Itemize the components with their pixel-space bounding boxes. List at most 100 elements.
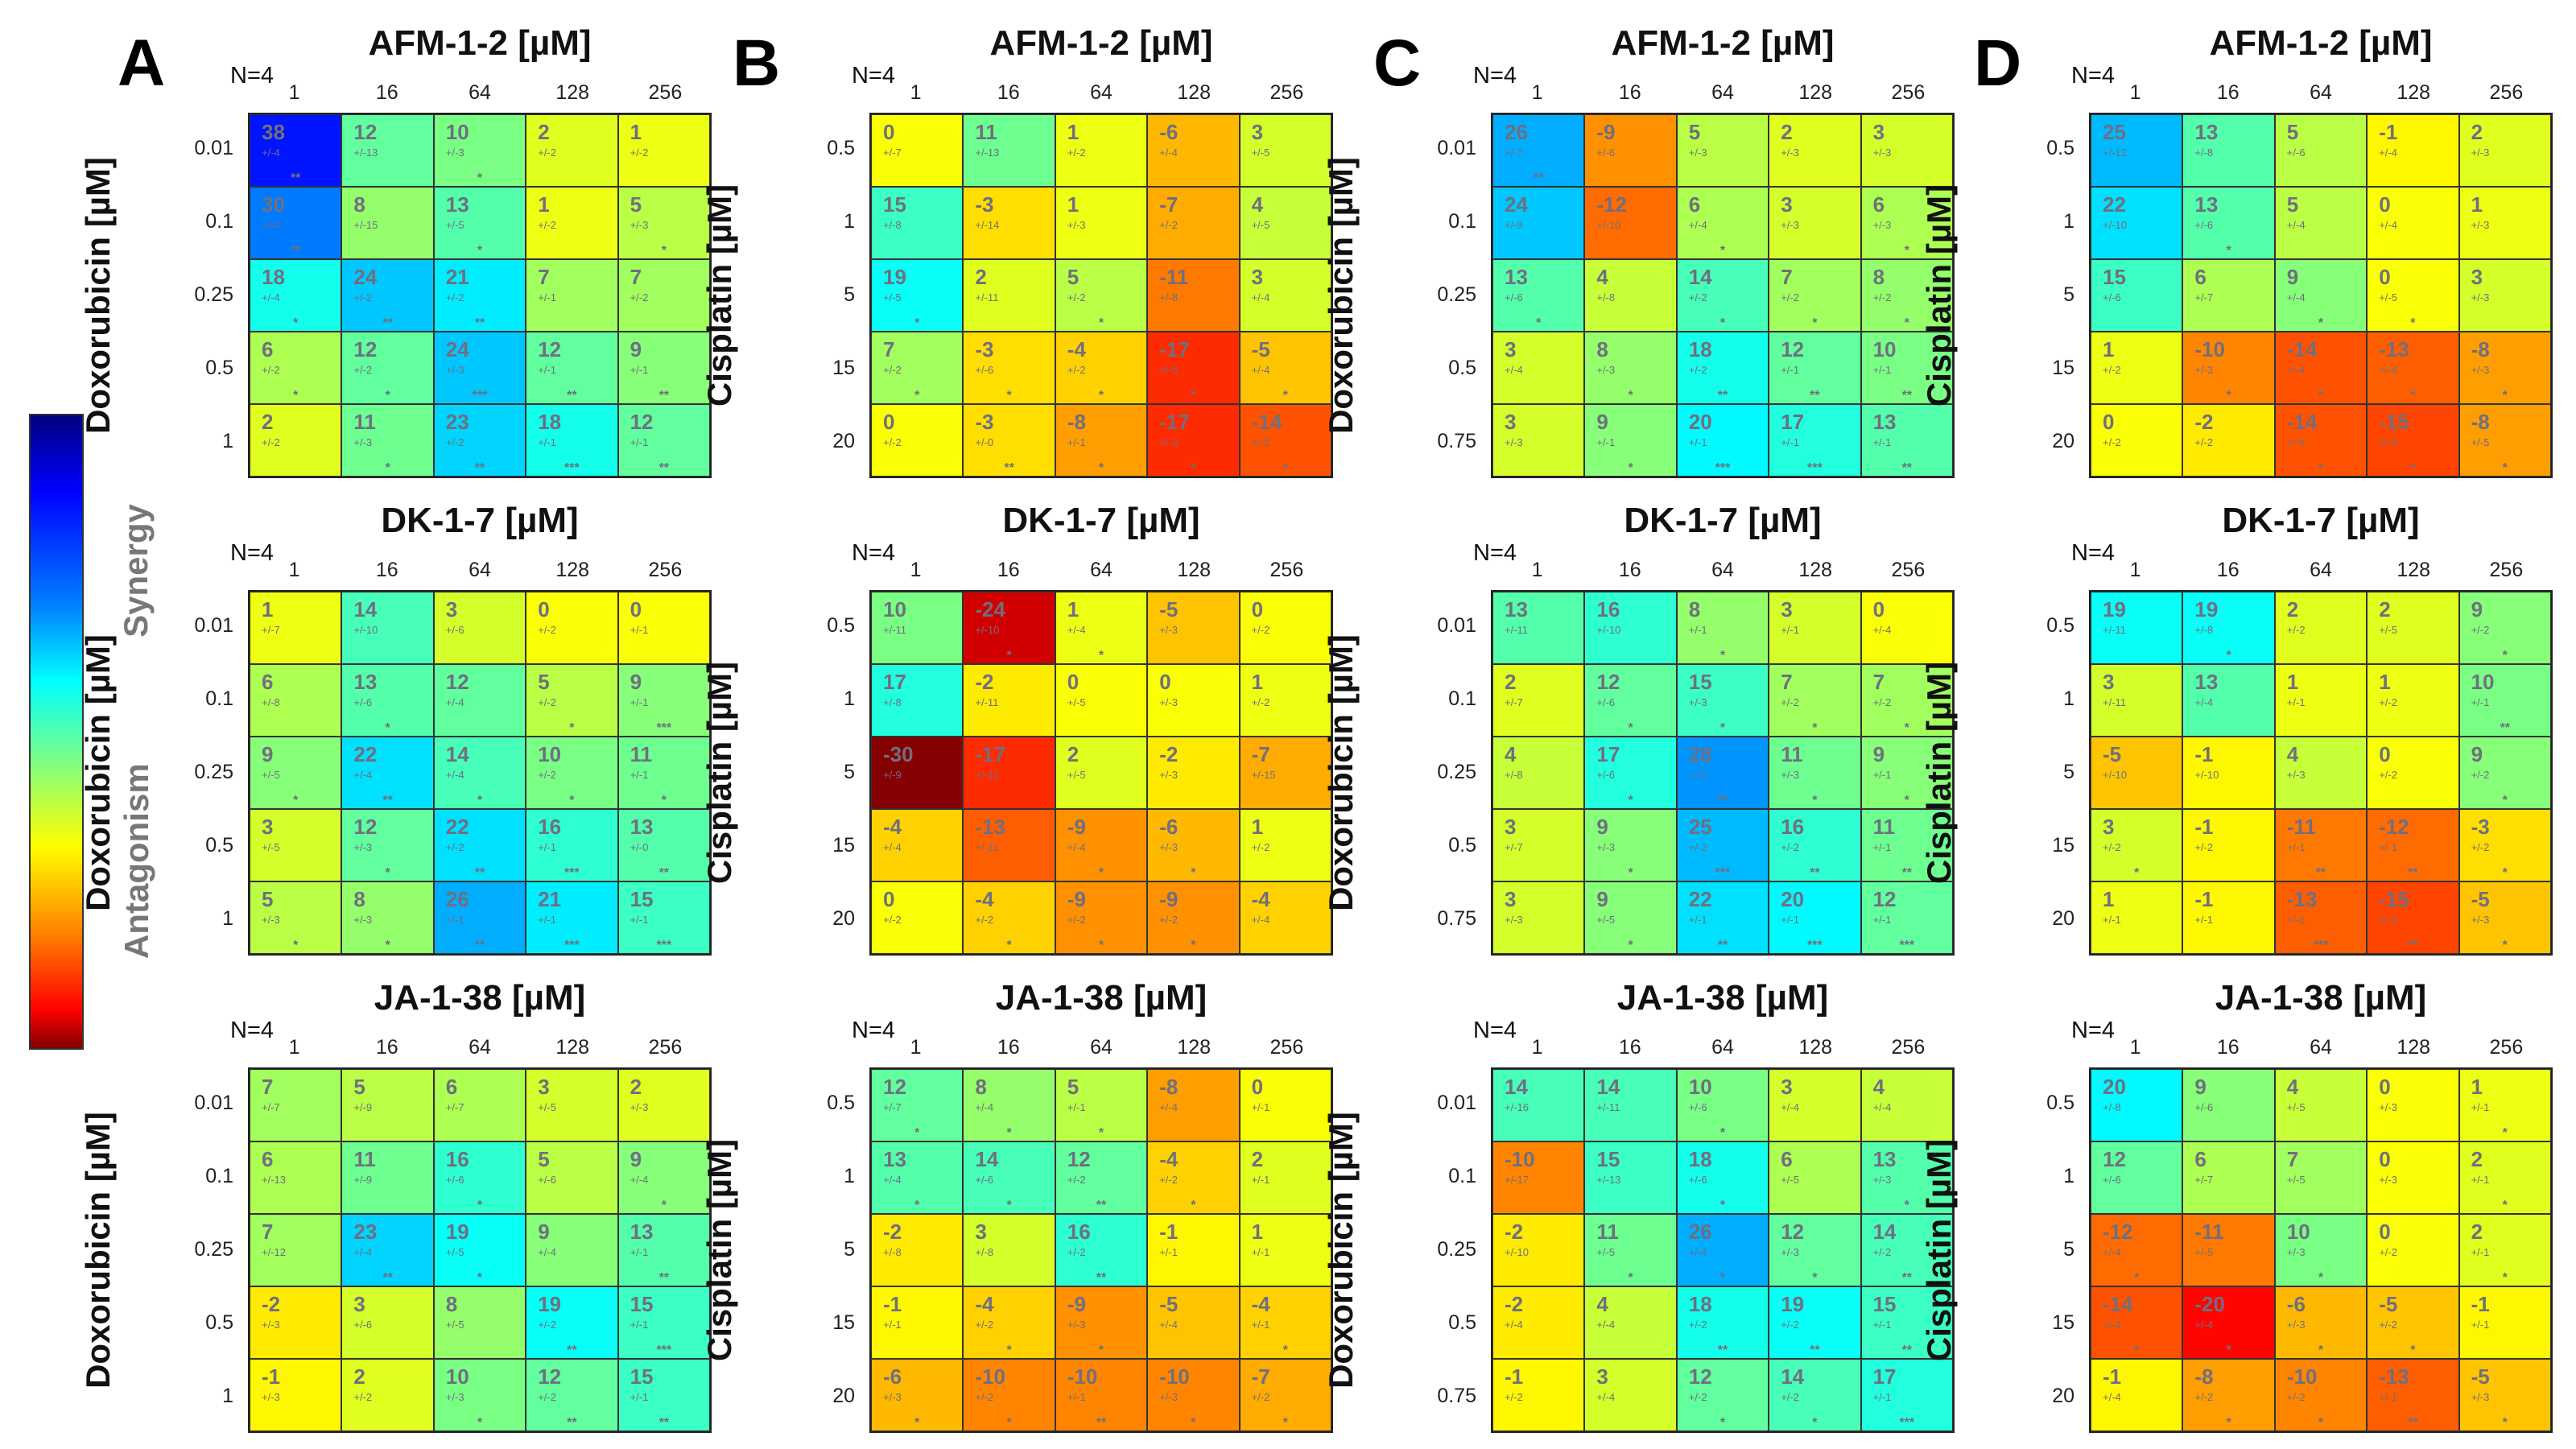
cell-error: +/-5 (2194, 1246, 2214, 1258)
heatmap-cell: 5 +/-2 * (1055, 259, 1148, 332)
cell-value: -10 (975, 1364, 1005, 1389)
cell-error: +/-10 (1596, 219, 1621, 231)
cell-error: +/-3 (1781, 769, 1799, 781)
cell-value: -5 (2471, 887, 2490, 911)
heatmap-cell: 12 +/-2 ** (1055, 1141, 1148, 1214)
cell-value: 2 (2379, 597, 2391, 621)
cell-significance: * (914, 1199, 920, 1212)
cell-significance: * (1812, 1416, 1818, 1430)
y-axis-label: Cisplatin [µM] (1920, 661, 1958, 885)
cell-error: +/-6 (1688, 1101, 1707, 1113)
cell-value: 3 (1505, 815, 1517, 839)
cell-significance: * (1191, 866, 1196, 880)
x-tick-label: 16 (2216, 1036, 2240, 1059)
cell-error: +/-5 (1067, 696, 1086, 708)
cell-value: 26 (445, 887, 469, 911)
heatmap-cell: -24 +/-10 * (963, 592, 1055, 664)
cell-error: +/-2 (630, 147, 649, 159)
cell-significance: * (661, 794, 667, 807)
heatmap-cell: 1 +/-2 (526, 187, 618, 259)
cell-error: +/-4 (630, 1174, 649, 1186)
heatmap-cell: -6 +/-3 * (2274, 1286, 2368, 1359)
cell-error: +/-10 (1596, 624, 1621, 636)
cell-significance: * (2226, 244, 2231, 258)
cell-significance: * (1098, 1344, 1104, 1357)
cell-value: 4 (2286, 1075, 2299, 1099)
cell-significance: * (1719, 316, 1726, 330)
cell-value: 5 (1067, 1075, 1080, 1099)
heatmap-cell: 9 +/-4 (526, 1214, 618, 1286)
cell-error: +/-2 (975, 1319, 994, 1331)
heatmap-cell: 9 +/-2 * (2458, 592, 2551, 664)
heatmap-cell: 0 +/-3 (2367, 1069, 2459, 1141)
cell-value: 16 (445, 1147, 469, 1171)
cell-value: 20 (2103, 1075, 2126, 1099)
y-tick-label: 0.01 (194, 614, 233, 638)
heatmap-cell: 20 +/-8 (2091, 1069, 2183, 1141)
cell-value: -13 (975, 815, 1005, 839)
heatmap-cell: -2 +/-2 (2182, 404, 2275, 477)
cell-value: 13 (630, 815, 654, 839)
heatmap-cell: -13 +/-1 ** (2367, 1359, 2459, 1431)
cell-error: +/-11 (975, 291, 999, 303)
cell-value: 10 (883, 597, 906, 621)
heatmap-cells: 25 +/-12 13 +/-8 5 +/-6 -1 +/-4 2 +/-3 22 +/-10 13 +/… (2089, 113, 2553, 478)
heatmap-cell: 16 +/-2 ** (1055, 1214, 1148, 1286)
cell-significance: * (385, 939, 390, 952)
x-tick-label: 256 (1269, 1036, 1304, 1059)
heatmap-cell: -3 +/-0 ** (963, 404, 1055, 477)
cell-value: -5 (2379, 1292, 2398, 1316)
cell-error: +/-4 (2194, 696, 2214, 708)
heatmap-cell: 11 +/-3 * (1769, 737, 1861, 809)
heatmap-cell: 0 +/-2 (526, 592, 618, 664)
cell-significance: * (2502, 1199, 2508, 1212)
cell-value: 1 (1067, 597, 1080, 621)
cell-value: 3 (2103, 670, 2115, 694)
heatmap-cell: 10 +/-6 * (1676, 1069, 1769, 1141)
cell-value: 22 (2103, 192, 2126, 217)
cell-significance: * (2134, 1344, 2140, 1357)
y-tick-label: 0.5 (2046, 614, 2074, 638)
y-tick-label: 0.1 (205, 1165, 233, 1188)
cell-significance: * (477, 1271, 483, 1285)
cell-significance: ** (567, 389, 577, 402)
heatmap-cell: 26 +/-4 * (1676, 1214, 1769, 1286)
cell-value: 15 (1872, 1292, 1897, 1316)
cell-value: 3 (1505, 410, 1517, 434)
cell-value: 0 (1159, 670, 1171, 694)
heatmap-cell: 3 +/-5 (526, 1069, 618, 1141)
cell-significance: * (2502, 794, 2508, 807)
cell-error: +/-4 (1596, 1319, 1616, 1331)
cell-significance: * (1006, 649, 1012, 663)
y-tick-label: 0.1 (1448, 687, 1476, 711)
cell-value: 23 (445, 410, 469, 434)
cell-significance: *** (564, 866, 580, 880)
cell-significance: * (1098, 866, 1104, 880)
cell-value: 13 (2194, 192, 2219, 217)
heatmap-cell: 3 +/-4 (1239, 259, 1331, 332)
cell-value: 9 (630, 1147, 642, 1171)
cell-significance: * (2502, 1271, 2508, 1285)
cell-significance: * (293, 389, 299, 402)
heatmap-cell: 6 +/-2 * (250, 332, 342, 404)
cell-error: +/-3 (2471, 147, 2490, 159)
cell-error: +/-2 (262, 364, 280, 376)
cell-error: +/-7 (1505, 841, 1523, 853)
cell-significance: ** (1717, 1344, 1728, 1357)
heatmap-cell: 18 +/-4 * (250, 259, 342, 332)
heatmap-cell: 30 +/-4 ** (250, 187, 342, 259)
cell-error: +/-4 (2379, 147, 2397, 159)
cell-error: +/-4 (1159, 1101, 1178, 1113)
x-tick-label: 64 (1090, 81, 1113, 104)
cell-error: +/-2 (538, 696, 556, 708)
cell-value: 3 (262, 815, 274, 839)
cell-error: +/-1 (2286, 696, 2306, 708)
heatmap-cell: -4 +/-2 * (1055, 332, 1148, 404)
heatmap-cell: -3 +/-6 * (963, 332, 1055, 404)
y-tick-label: 0.5 (205, 356, 233, 379)
cell-value: 5 (538, 670, 550, 694)
cell-error: +/-10 (1505, 1246, 1529, 1258)
cell-value: 1 (2471, 192, 2483, 217)
cell-value: 9 (1596, 815, 1608, 839)
cell-error: +/-2 (1067, 364, 1086, 376)
